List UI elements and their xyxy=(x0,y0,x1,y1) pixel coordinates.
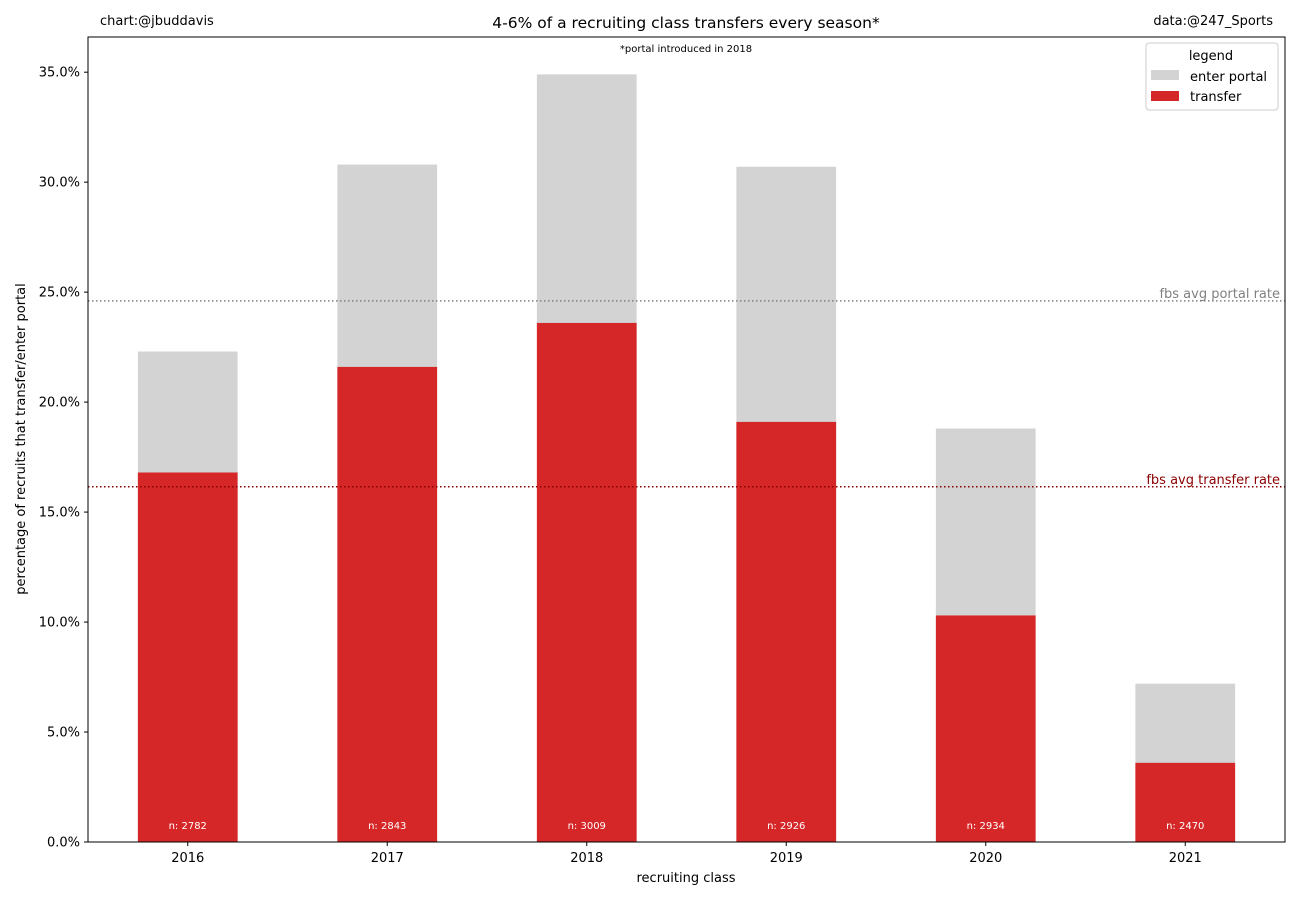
plot-frame xyxy=(87,36,1286,843)
x-tick-label: 2017 xyxy=(371,851,404,866)
bar-transfer-2017 xyxy=(337,366,438,842)
credit-left: chart:@jbuddavis xyxy=(100,14,214,29)
y-tick-label: 25.0% xyxy=(39,286,80,301)
y-tick-label: 5.0% xyxy=(47,726,80,741)
bar-transfer-2020 xyxy=(935,615,1036,842)
bar-transfer-2021 xyxy=(1135,762,1236,842)
bar-label-2019: n: 2926 xyxy=(767,821,805,832)
x-tick-label: 2021 xyxy=(1169,851,1202,866)
chart-title: 4-6% of a recruiting class transfers eve… xyxy=(492,14,880,32)
legend: legend enter portal transfer xyxy=(1145,42,1279,111)
x-tick-label: 2016 xyxy=(171,851,204,866)
bar-transfer-2019 xyxy=(736,421,837,842)
legend-label-transfer: transfer xyxy=(1190,90,1242,105)
bar-labels: n: 2782 n: 2843 n: 3009 n: 2926 n: 2934 n: 24… xyxy=(169,821,1205,832)
x-axis-label: recruiting class xyxy=(636,871,735,886)
x-tick-label: 2018 xyxy=(570,851,603,866)
legend-title: legend xyxy=(1189,49,1233,64)
y-tick-label: 0.0% xyxy=(47,836,80,851)
x-tick-label: 2020 xyxy=(969,851,1002,866)
y-tick-label: 10.0% xyxy=(39,616,80,631)
y-axis-label: percentage of recruits that transfer/ent… xyxy=(14,283,29,595)
bar-label-2017: n: 2843 xyxy=(368,821,406,832)
x-tick-label: 2019 xyxy=(770,851,803,866)
legend-swatch-transfer xyxy=(1151,91,1179,101)
y-axis: 0.0% 5.0% 10.0% 15.0% 20.0% 25.0% 30.0% 35.0% xyxy=(39,66,88,851)
bars xyxy=(137,74,1236,843)
reference-lines: fbs avg portal rate fbs avg transfer rate xyxy=(88,287,1285,488)
bar-label-2020: n: 2934 xyxy=(967,821,1005,832)
bar-transfer-2016 xyxy=(137,472,238,842)
bar-label-2021: n: 2470 xyxy=(1166,821,1204,832)
bar-label-2016: n: 2782 xyxy=(169,821,207,832)
y-tick-label: 15.0% xyxy=(39,506,80,521)
bar-transfer-2018 xyxy=(536,322,637,842)
y-tick-label: 35.0% xyxy=(39,66,80,81)
legend-label-enter-portal: enter portal xyxy=(1190,70,1267,85)
legend-swatch-enter-portal xyxy=(1151,70,1179,80)
credit-right: data:@247_Sports xyxy=(1153,14,1273,29)
reference-line-label-1: fbs avg transfer rate xyxy=(1146,473,1280,488)
bar-label-2018: n: 3009 xyxy=(568,821,606,832)
y-tick-label: 20.0% xyxy=(39,396,80,411)
reference-line-label-0: fbs avg portal rate xyxy=(1159,287,1280,302)
y-tick-label: 30.0% xyxy=(39,176,80,191)
chart-subtitle: *portal introduced in 2018 xyxy=(620,44,752,55)
x-axis: 2016 2017 2018 2019 2020 2021 xyxy=(171,842,1202,866)
